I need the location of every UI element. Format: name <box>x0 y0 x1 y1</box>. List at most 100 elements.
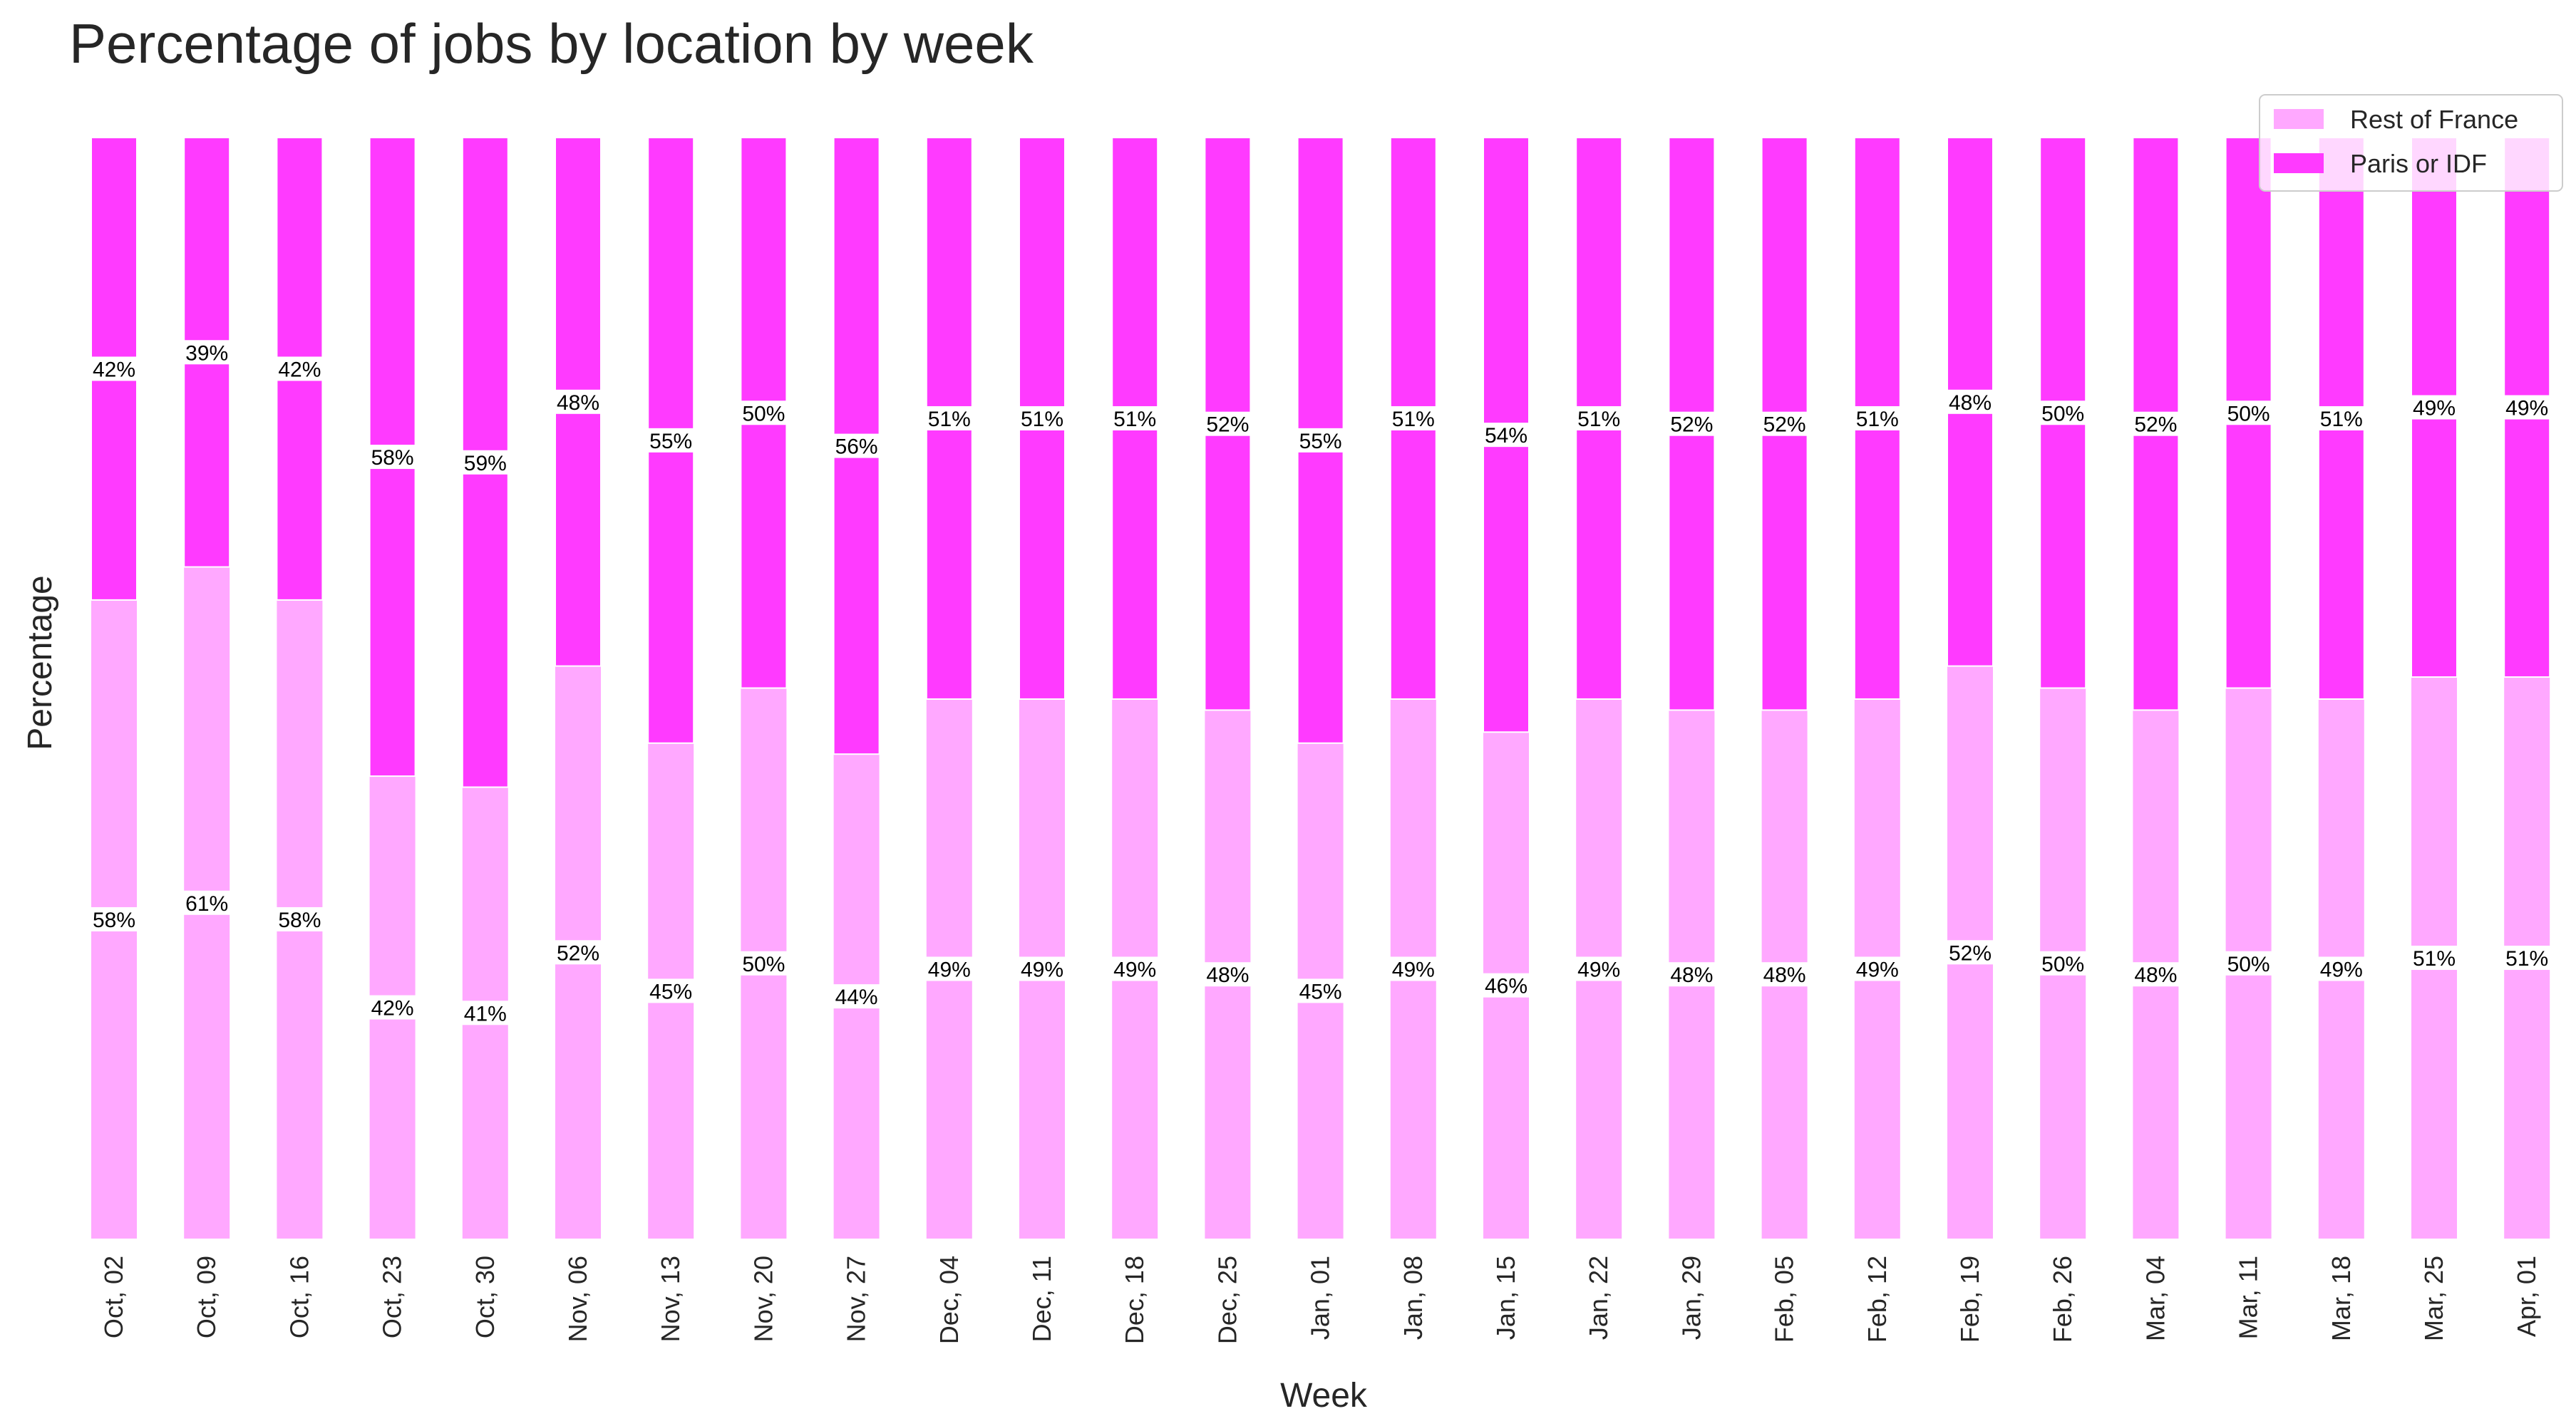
data-label-paris-or-idf-jan-15-bg <box>1483 423 1530 448</box>
data-label-rest-of-france-oct-30-bg <box>461 1001 509 1025</box>
data-label-rest-of-france-feb-12: 49% <box>1856 958 1899 981</box>
data-label-paris-or-idf-nov-20-bg <box>740 401 788 425</box>
data-label-rest-of-france-mar-25-group: 51% <box>2411 946 2458 971</box>
data-label-paris-or-idf-dec-11: 51% <box>1021 408 1063 431</box>
x-tick-labels-group: Oct, 02 Oct, 09 Oct, 16 Oct, 23 Oct, 30 Nov, … <box>99 1256 2541 1344</box>
data-label-rest-of-france-jan-29: 48% <box>1670 963 1713 987</box>
data-label-paris-or-idf-mar-18-group: 51% <box>2317 405 2365 431</box>
data-label-rest-of-france-jan-29-group: 48% <box>1668 962 1716 987</box>
data-label-rest-of-france-jan-15-bg <box>1483 973 1530 998</box>
data-label-paris-or-idf-nov-27-bg <box>833 433 880 458</box>
data-label-rest-of-france-dec-04: 49% <box>928 958 971 981</box>
data-label-paris-or-idf-jan-15-group: 54% <box>1483 423 1530 448</box>
x-tick-label-mar-18: Mar, 18 <box>2327 1256 2356 1341</box>
x-tick-label-feb-26: Feb, 26 <box>2048 1256 2077 1343</box>
x-tick-label-dec-04: Dec, 04 <box>934 1256 964 1344</box>
data-label-paris-or-idf-feb-19-bg <box>1947 389 1994 414</box>
data-label-paris-or-idf-oct-16-group: 42% <box>276 356 324 381</box>
data-label-rest-of-france-apr-01-bg <box>2503 946 2551 971</box>
data-label-rest-of-france-oct-23: 42% <box>371 997 414 1021</box>
data-label-rest-of-france-oct-09: 61% <box>185 892 228 916</box>
data-label-paris-or-idf-feb-05: 52% <box>1763 413 1806 437</box>
x-tick-label-feb-19: Feb, 19 <box>1955 1256 1984 1343</box>
data-label-rest-of-france-jan-08: 49% <box>1392 958 1435 981</box>
data-label-rest-of-france-oct-30-group: 41% <box>461 1001 509 1025</box>
data-label-rest-of-france-oct-16-bg <box>276 906 324 931</box>
data-label-rest-of-france-oct-16-group: 58% <box>276 906 324 932</box>
data-label-paris-or-idf-nov-13: 55% <box>649 430 692 453</box>
data-label-paris-or-idf-nov-20-group: 50% <box>740 401 788 425</box>
data-label-rest-of-france-jan-01-group: 45% <box>1297 978 1344 1003</box>
data-label-rest-of-france-jan-29-bg <box>1668 962 1716 987</box>
data-label-rest-of-france-jan-08-bg <box>1389 956 1437 981</box>
data-label-rest-of-france-mar-04-group: 48% <box>2132 962 2180 987</box>
data-label-rest-of-france-nov-20: 50% <box>742 953 785 976</box>
data-label-rest-of-france-jan-22-bg <box>1575 956 1623 981</box>
data-label-paris-or-idf-mar-18: 51% <box>2320 408 2363 431</box>
data-label-paris-or-idf-jan-29-group: 52% <box>1668 411 1716 437</box>
data-label-paris-or-idf-mar-11-group: 50% <box>2225 401 2272 425</box>
data-label-rest-of-france-jan-01-bg <box>1297 978 1344 1003</box>
data-label-paris-or-idf-oct-30-group: 59% <box>461 450 509 475</box>
data-label-rest-of-france-jan-22: 49% <box>1577 958 1620 981</box>
data-label-rest-of-france-mar-04-bg <box>2132 962 2180 987</box>
data-label-rest-of-france-mar-18: 49% <box>2320 958 2363 981</box>
y-axis-label: Percentage <box>21 575 59 750</box>
x-tick-label-mar-11: Mar, 11 <box>2234 1256 2263 1339</box>
data-label-paris-or-idf-feb-05-bg <box>1761 411 1808 436</box>
data-label-paris-or-idf-apr-01: 49% <box>2505 397 2548 420</box>
data-label-paris-or-idf-mar-25-group: 49% <box>2411 395 2458 420</box>
x-tick-label-apr-01: Apr, 01 <box>2512 1256 2541 1337</box>
data-label-paris-or-idf-apr-01-bg <box>2503 395 2551 420</box>
data-label-paris-or-idf-dec-18-bg <box>1111 405 1159 430</box>
data-label-paris-or-idf-mar-11-bg <box>2225 401 2272 425</box>
data-label-paris-or-idf-feb-12-bg <box>1853 405 1901 430</box>
data-label-rest-of-france-feb-12-bg <box>1853 956 1901 981</box>
data-label-paris-or-idf-feb-26-bg <box>2039 401 2087 425</box>
data-label-rest-of-france-mar-25-bg <box>2411 946 2458 971</box>
data-label-rest-of-france-nov-06: 52% <box>557 941 599 965</box>
data-label-paris-or-idf-oct-09: 39% <box>185 341 228 365</box>
data-label-rest-of-france-oct-23-bg <box>369 995 416 1020</box>
data-label-rest-of-france-dec-18-bg <box>1111 956 1159 981</box>
data-label-rest-of-france-dec-11: 49% <box>1021 958 1063 981</box>
data-label-paris-or-idf-oct-02-bg <box>91 356 138 381</box>
legend-swatch-paris-or-idf <box>2274 153 2324 173</box>
data-label-rest-of-france-apr-01: 51% <box>2505 947 2548 971</box>
data-label-paris-or-idf-oct-16-bg <box>276 356 324 381</box>
x-tick-label-jan-01: Jan, 01 <box>1306 1256 1335 1340</box>
data-label-paris-or-idf-mar-04: 52% <box>2134 413 2177 437</box>
data-label-paris-or-idf-dec-04: 51% <box>928 408 971 431</box>
legend-label-paris-or-idf: Paris or IDF <box>2350 149 2487 178</box>
data-label-paris-or-idf-mar-25-bg <box>2411 395 2458 420</box>
data-label-rest-of-france-mar-04: 48% <box>2134 963 2177 987</box>
x-tick-label-nov-13: Nov, 13 <box>656 1256 685 1342</box>
x-tick-label-mar-25: Mar, 25 <box>2419 1256 2448 1341</box>
data-label-rest-of-france-dec-04-bg <box>925 956 973 981</box>
data-label-rest-of-france-feb-19-group: 52% <box>1947 940 1994 965</box>
data-label-paris-or-idf-dec-25: 52% <box>1206 413 1249 437</box>
data-label-paris-or-idf-apr-01-group: 49% <box>2503 395 2551 420</box>
data-label-rest-of-france-nov-27-bg <box>833 984 880 1009</box>
data-label-paris-or-idf-jan-01-group: 55% <box>1297 428 1344 453</box>
bars-group <box>91 137 2551 1239</box>
data-label-paris-or-idf-jan-22-bg <box>1575 405 1623 430</box>
x-tick-label-oct-02: Oct, 02 <box>99 1256 128 1338</box>
data-label-paris-or-idf-nov-20: 50% <box>742 402 785 425</box>
data-label-rest-of-france-oct-09-group: 61% <box>183 890 231 916</box>
data-label-rest-of-france-nov-06-bg <box>555 940 602 965</box>
data-label-rest-of-france-oct-16: 58% <box>278 909 321 932</box>
x-tick-label-nov-06: Nov, 06 <box>563 1256 592 1342</box>
data-label-paris-or-idf-oct-16: 42% <box>278 358 321 381</box>
legend-box <box>2259 94 2563 192</box>
data-label-rest-of-france-dec-18-group: 49% <box>1111 956 1159 981</box>
data-label-rest-of-france-mar-18-bg <box>2317 956 2365 981</box>
data-label-paris-or-idf-jan-29-bg <box>1668 411 1716 436</box>
data-label-paris-or-idf-nov-13-group: 55% <box>647 428 695 453</box>
x-tick-label-jan-29: Jan, 29 <box>1676 1256 1706 1340</box>
x-tick-label-dec-18: Dec, 18 <box>1120 1256 1149 1344</box>
data-label-paris-or-idf-feb-05-group: 52% <box>1761 411 1808 437</box>
data-label-paris-or-idf-feb-19: 48% <box>1949 391 1992 415</box>
data-label-rest-of-france-feb-05: 48% <box>1763 963 1806 987</box>
data-label-paris-or-idf-mar-18-bg <box>2317 405 2365 430</box>
